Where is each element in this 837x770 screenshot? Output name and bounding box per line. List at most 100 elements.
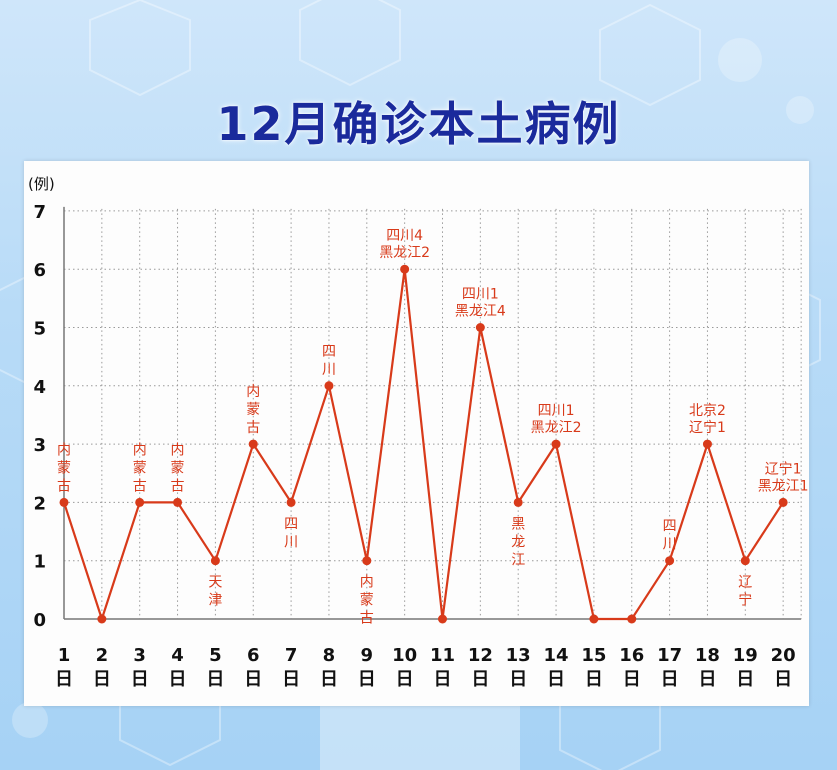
data-point [551, 439, 561, 449]
x-tick-label: 7 [285, 645, 298, 666]
data-annotation: 内 [57, 442, 71, 458]
data-annotation: 四 [284, 516, 298, 532]
x-tick-label: 14 [544, 645, 569, 666]
data-annotation: 四 [322, 344, 336, 360]
x-tick-label: 19 [733, 645, 758, 666]
x-tick-label: 10 [392, 645, 417, 666]
data-point [740, 556, 750, 566]
data-point [248, 439, 258, 449]
x-tick-label-day: 日 [471, 669, 489, 690]
series-line [62, 268, 785, 621]
data-annotation: 川 [322, 362, 336, 378]
data-point [513, 497, 523, 507]
x-tick-label: 8 [323, 645, 336, 666]
data-annotation: 内 [246, 384, 260, 400]
x-tick-label-day: 日 [434, 669, 452, 690]
x-tick-label: 4 [171, 645, 184, 666]
x-tick-label-day: 日 [358, 669, 376, 690]
x-tick-label: 20 [771, 645, 796, 666]
page-title: 12月确诊本土病例 [216, 97, 621, 151]
y-tick-label: 2 [33, 493, 46, 514]
data-annotation: 古 [171, 478, 185, 494]
data-annotation: 江 [511, 552, 525, 568]
data-annotation: 宁 [738, 592, 752, 609]
data-point [286, 497, 296, 507]
x-tick-label-day: 日 [396, 669, 414, 690]
x-tick-label: 5 [209, 645, 222, 666]
y-tick-label: 3 [33, 435, 46, 456]
x-tick-label-day: 日 [206, 669, 224, 690]
data-annotation: 蒙 [133, 460, 147, 476]
x-tick-label-day: 日 [244, 669, 262, 690]
data-point [59, 497, 69, 507]
x-tick-label: 15 [581, 645, 606, 666]
y-tick-label: 7 [33, 202, 46, 223]
data-annotation: 川 [284, 534, 298, 550]
data-annotation: 古 [246, 420, 260, 436]
data-annotation: 辽宁1 [765, 460, 802, 477]
data-annotation: 黑龙江4 [455, 304, 506, 320]
x-tick-label: 6 [247, 645, 260, 666]
x-tick-label: 16 [619, 645, 644, 666]
data-annotation: 龙 [511, 534, 525, 550]
data-annotation: 四 [663, 519, 677, 535]
data-annotation: 内 [133, 442, 147, 458]
data-point [362, 556, 372, 566]
x-tick-label-day: 日 [55, 669, 73, 690]
x-tick-label-day: 日 [131, 669, 149, 690]
data-point [702, 439, 712, 449]
x-tick-label: 12 [468, 645, 493, 666]
x-tick-label-day: 日 [623, 669, 641, 690]
x-tick-label-day: 日 [585, 669, 603, 690]
chart-panel: (例) 0 1 2 3 4 5 6 7 1 日 2 日 3 日 4 日 5 日 6 日 7 日 8 日 9 日 10 日 11 日 12 日 13… [24, 161, 809, 706]
data-annotation: 四川1 [462, 287, 499, 303]
x-tick-label-day: 日 [661, 669, 679, 690]
data-annotation: 四川1 [538, 403, 575, 419]
x-tick-label-day: 日 [509, 669, 527, 690]
data-annotation: 古 [133, 478, 147, 494]
data-annotation: 辽 [738, 575, 752, 591]
data-annotation: 天 [208, 575, 222, 591]
x-tick-label: 3 [133, 645, 146, 666]
x-tick-label-day: 日 [774, 669, 792, 690]
data-annotation: 蒙 [57, 460, 71, 476]
y-tick-label: 5 [33, 319, 46, 340]
data-point [210, 556, 220, 566]
x-tick-label: 13 [506, 645, 531, 666]
data-annotation: 内 [171, 442, 185, 458]
data-annotation: 辽宁1 [689, 419, 726, 436]
x-tick-label-day: 日 [698, 669, 716, 690]
x-tick-label-day: 日 [169, 669, 187, 690]
data-point [778, 497, 788, 507]
data-point [438, 614, 447, 624]
x-tick-label: 1 [58, 645, 71, 666]
data-point [97, 614, 107, 624]
data-annotation: 川 [663, 537, 677, 553]
y-axis-label: (例) [28, 175, 55, 193]
x-tick-label: 11 [430, 645, 455, 666]
x-tick-label: 9 [361, 645, 374, 666]
x-tick-label: 18 [695, 645, 720, 666]
data-annotation: 古 [57, 478, 71, 494]
data-point [589, 614, 599, 624]
x-tick-label-day: 日 [93, 669, 111, 690]
data-annotation: 古 [360, 611, 374, 627]
y-tick-label: 4 [33, 377, 46, 398]
data-annotation: 蒙 [171, 460, 185, 476]
data-annotation: 黑 [511, 516, 525, 532]
data-annotation: 黑龙江2 [379, 245, 430, 261]
line-chart: (例)012345671日2日3日4日5日6日7日8日9日10日11日12日13… [28, 175, 809, 690]
data-point [135, 497, 145, 507]
data-point [173, 497, 183, 507]
x-tick-label-day: 日 [320, 669, 338, 690]
x-tick-label-day: 日 [282, 669, 300, 690]
data-point [627, 614, 637, 624]
x-tick-label: 17 [657, 645, 682, 666]
y-tick-label: 1 [33, 552, 46, 573]
data-point [324, 381, 334, 391]
data-annotation: 津 [208, 593, 222, 609]
data-annotation: 黑龙江1 [758, 478, 809, 494]
y-tick-label: 0 [33, 610, 46, 631]
data-annotation: 北京2 [689, 403, 726, 419]
x-tick-label: 2 [96, 645, 109, 666]
